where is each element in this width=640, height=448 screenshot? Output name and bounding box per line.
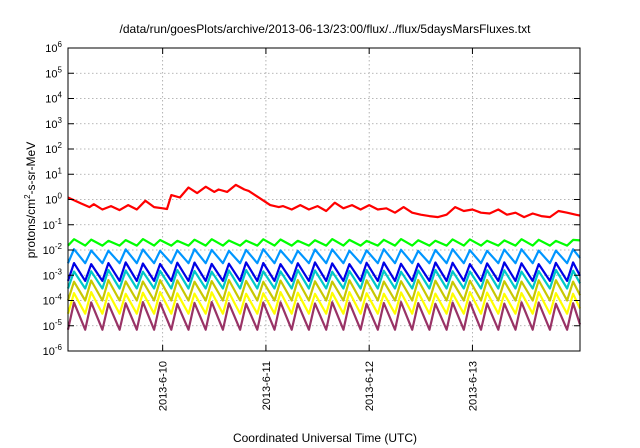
y-tick-label: 106 [45,40,62,55]
series-line-7 [66,291,581,315]
y-tick-exponent: 6 [58,40,63,49]
chart-title: /data/run/goesPlots/archive/2013-06-13/2… [120,22,532,36]
series-layer [66,183,582,331]
y-tick-label: 103 [45,116,62,131]
y-tick-base: 10 [45,195,57,207]
y-tick-exponent: -6 [55,343,63,352]
y-axis-label-suffix: -s-sr-MeV [24,142,38,195]
y-tick-label: 102 [45,141,62,156]
y-tick-exponent: 0 [58,192,63,201]
y-tick-base: 10 [45,68,57,80]
y-tick-label: 10-1 [43,217,63,232]
y-tick-labels: 10-610-510-410-310-210-11001011021031041… [43,40,63,358]
y-tick-exponent: -2 [55,242,63,251]
y-tick-exponent: 5 [58,65,63,74]
y-tick-base: 10 [45,169,57,181]
x-axis-label: Coordinated Universal Time (UTC) [233,431,417,445]
y-tick-exponent: -1 [55,217,63,226]
series-line-2 [67,238,581,247]
axis-ticks [68,47,580,352]
series-line-3 [66,248,581,265]
y-axis-label: protons/cm2-s-sr-MeV [23,142,38,258]
x-tick-label: 2013-6-11 [261,361,273,410]
x-tick-labels: 2013-6-10 2013-6-11 2013-6-12 2013-6-13 [158,361,480,411]
y-tick-base: 10 [45,43,57,55]
y-tick-base: 10 [45,94,57,106]
y-tick-label: 10-2 [43,242,63,257]
y-tick-base: 10 [43,321,55,333]
y-tick-base: 10 [43,245,55,257]
y-axis-label-superscript: 2 [23,194,32,199]
y-tick-label: 10-3 [43,267,63,282]
y-tick-base: 10 [43,346,55,358]
y-tick-exponent: -4 [55,293,63,302]
y-tick-base: 10 [43,270,55,282]
y-tick-label: 105 [45,65,62,80]
y-tick-base: 10 [45,119,57,131]
y-tick-base: 10 [45,144,57,156]
y-tick-exponent: -5 [55,318,63,327]
series-line-1 [67,183,581,219]
y-tick-label: 104 [45,91,62,106]
y-tick-label: 10-5 [43,318,63,333]
y-tick-label: 101 [45,166,62,181]
y-tick-base: 10 [43,296,55,308]
y-tick-exponent: 4 [58,91,63,100]
x-tick-label: 2013-6-13 [467,361,479,411]
grid [68,48,580,351]
x-tick-label: 2013-6-10 [158,361,170,411]
y-tick-exponent: 1 [58,166,63,175]
y-tick-exponent: 3 [58,116,63,125]
series-line-6 [66,278,581,302]
y-tick-label: 100 [45,192,62,207]
y-tick-label: 10-6 [43,343,63,358]
y-tick-label: 10-4 [43,293,63,308]
y-tick-exponent: -3 [55,267,63,276]
y-tick-exponent: 2 [58,141,63,150]
series-line-5 [66,268,581,290]
y-axis-label-prefix: protons/cm [24,199,38,258]
series-line-8 [66,301,582,331]
y-tick-base: 10 [43,220,55,232]
series-line-4 [66,261,581,282]
x-tick-label: 2013-6-12 [364,361,376,411]
